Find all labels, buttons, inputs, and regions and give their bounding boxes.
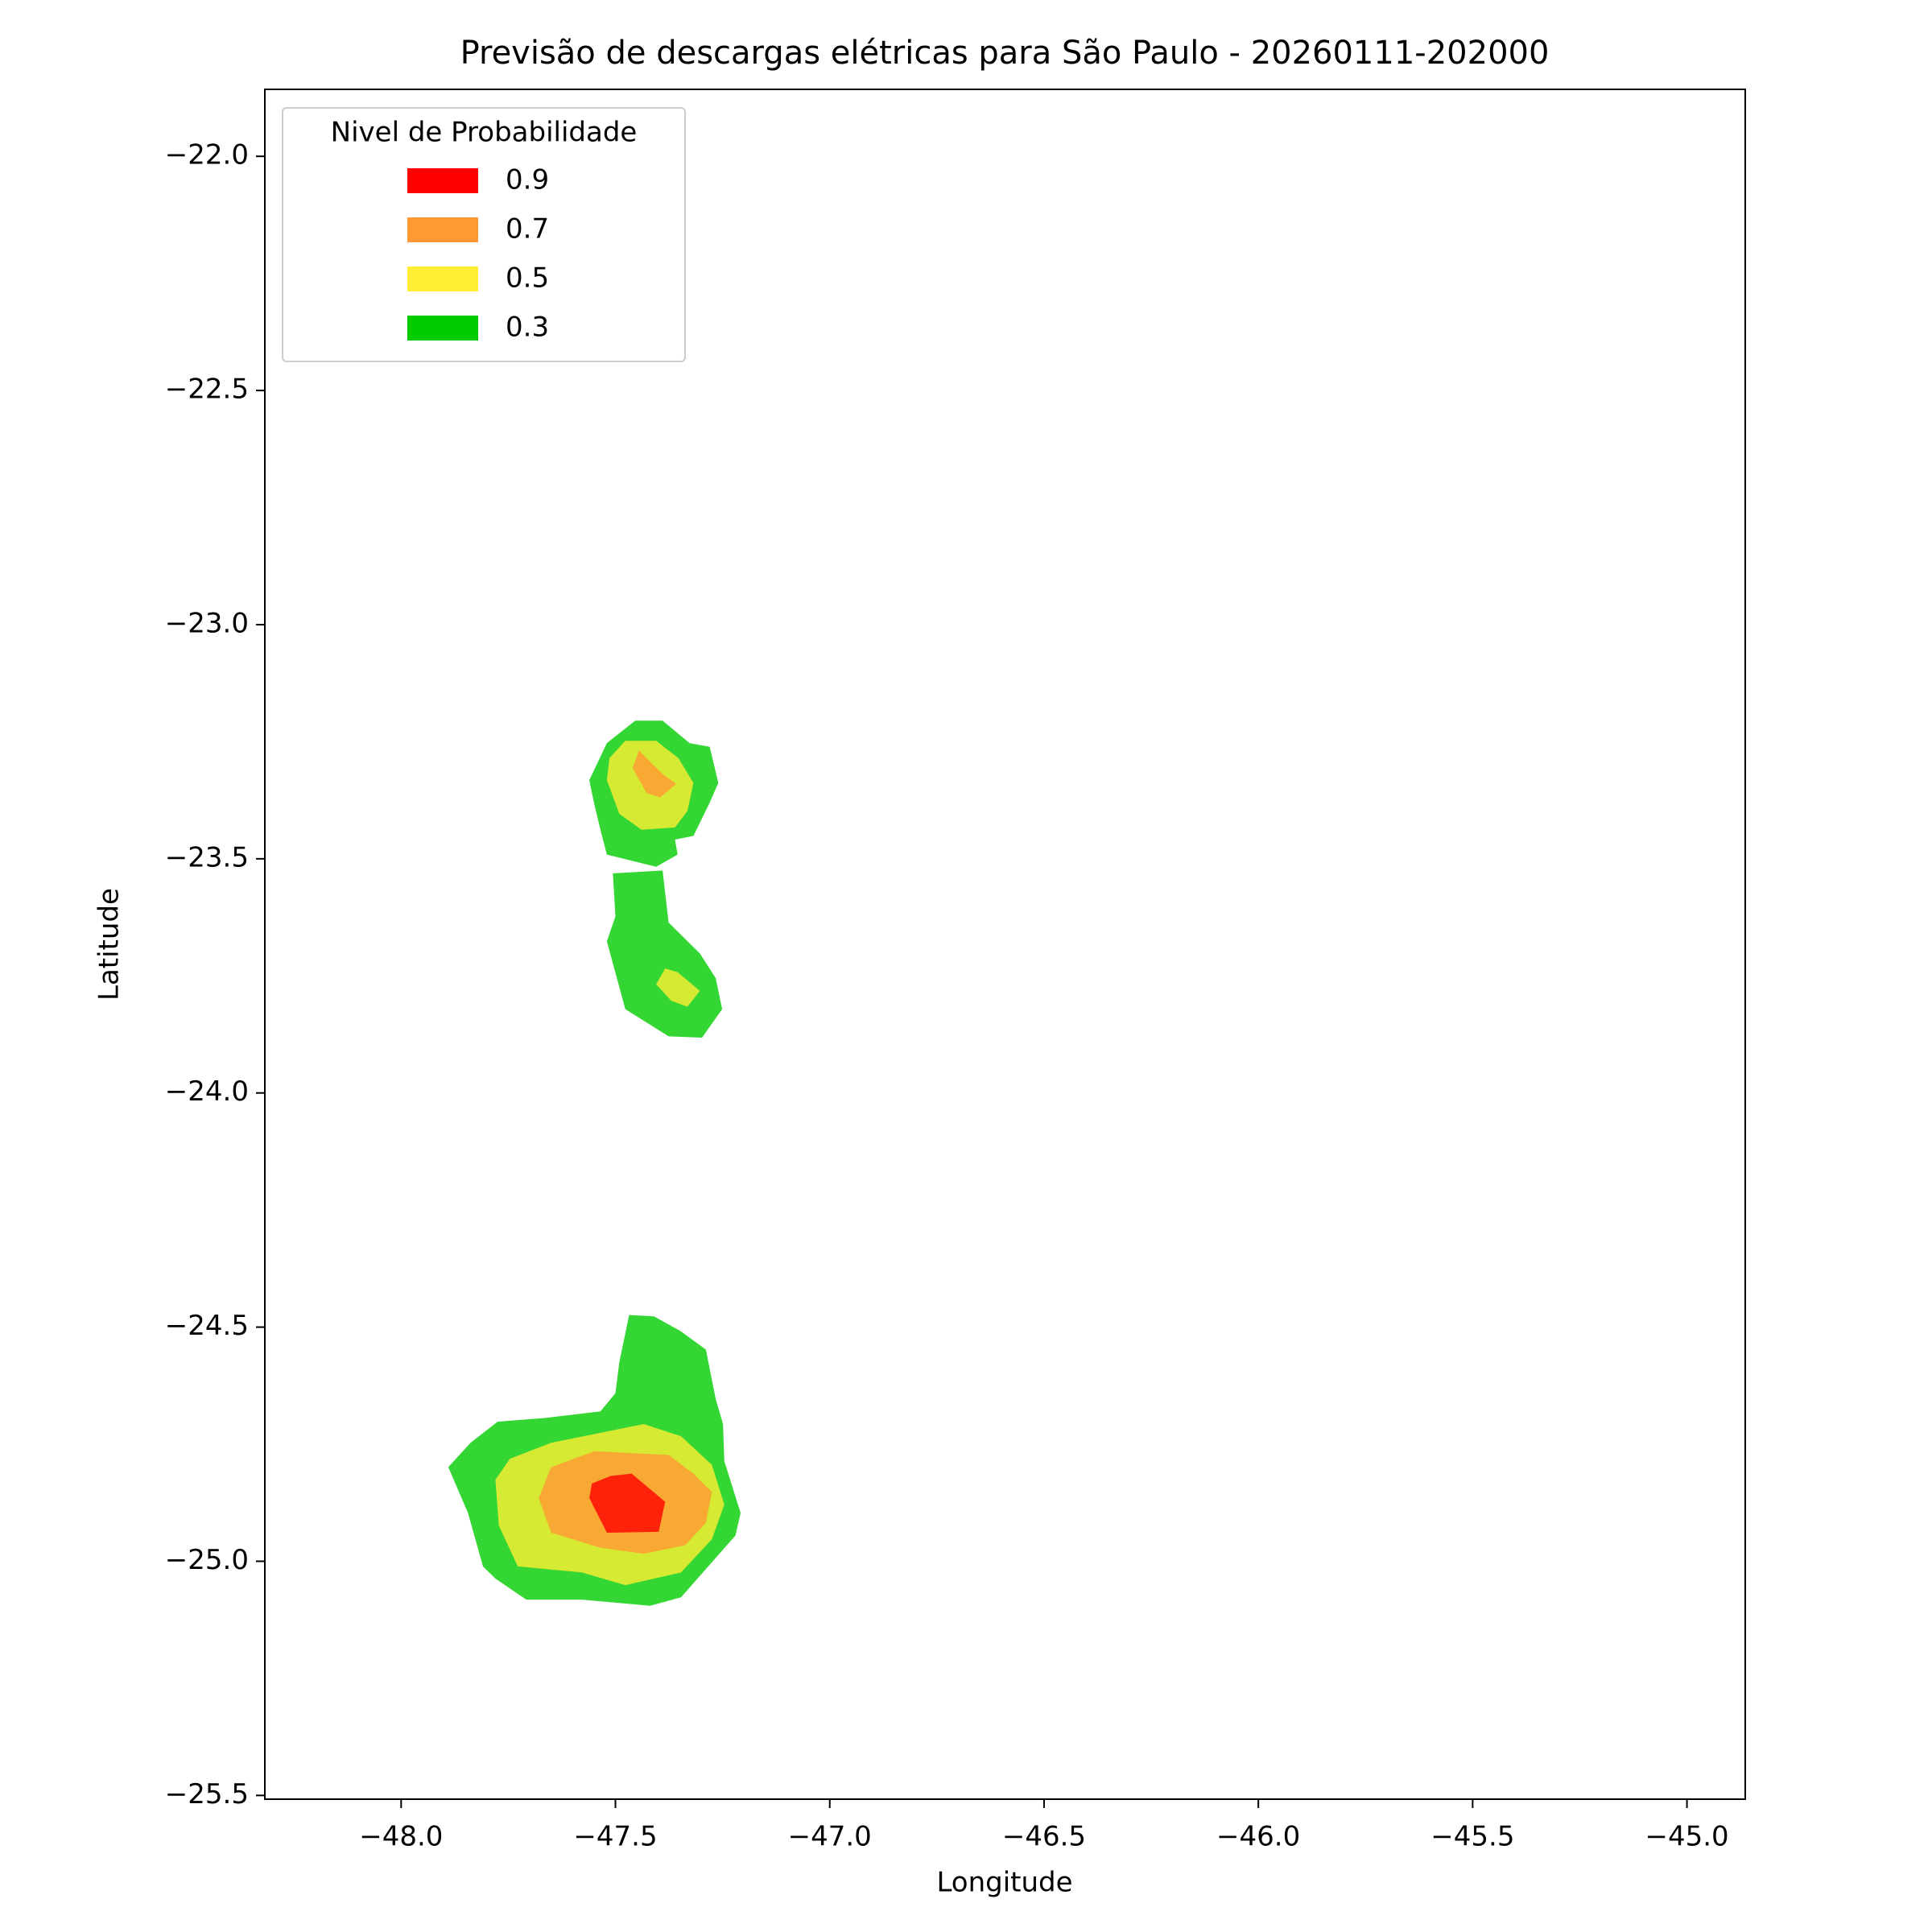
y-tick-label: −25.0	[165, 1544, 249, 1576]
x-tick-label: −45.5	[1430, 1821, 1514, 1853]
axes-frame	[264, 89, 1746, 1800]
legend-box	[282, 107, 686, 362]
legend-swatch	[407, 217, 478, 242]
y-tick-label: −25.5	[165, 1778, 249, 1810]
y-axis-label: Latitude	[93, 888, 126, 1001]
chart-title: Previsão de descargas elétricas para São…	[460, 35, 1550, 72]
x-tick-label: −47.5	[573, 1821, 657, 1853]
legend-label: 0.7	[506, 213, 549, 246]
contour-region	[632, 750, 677, 798]
legend-label: 0.3	[506, 312, 549, 344]
x-axis-label: Longitude	[936, 1867, 1072, 1899]
y-tick-label: −23.0	[165, 607, 249, 639]
x-tick-label: −47.0	[788, 1821, 872, 1853]
legend-swatch	[407, 168, 478, 193]
y-tick-label: −22.5	[165, 374, 249, 406]
legend-label: 0.9	[506, 164, 549, 196]
contour-region	[656, 968, 700, 1007]
x-tick-label: −46.5	[1002, 1821, 1086, 1853]
legend-swatch	[407, 316, 478, 341]
x-tick-label: −46.0	[1216, 1821, 1300, 1853]
legend-label: 0.5	[506, 262, 549, 295]
x-tick-label: −48.0	[359, 1821, 443, 1853]
legend-title: Nivel de Probabilidade	[331, 117, 638, 149]
x-tick-label: −45.0	[1645, 1821, 1728, 1853]
y-tick-label: −22.0	[165, 139, 249, 171]
contour-region	[589, 1473, 666, 1533]
y-tick-label: −24.0	[165, 1075, 249, 1108]
plot-area	[448, 720, 741, 1606]
y-tick-label: −23.5	[165, 841, 249, 873]
y-tick-label: −24.5	[165, 1310, 249, 1342]
legend-swatch	[407, 266, 478, 291]
